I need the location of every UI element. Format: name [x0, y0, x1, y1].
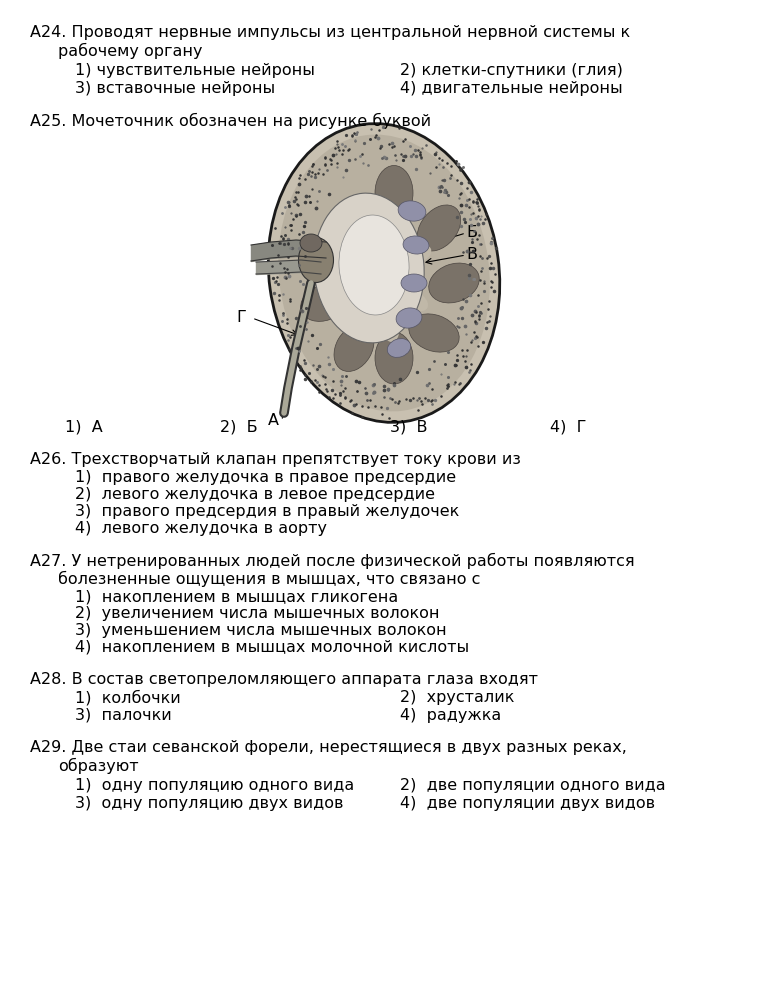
Text: 3) вставочные нейроны: 3) вставочные нейроны	[75, 81, 275, 96]
Text: А: А	[268, 413, 279, 428]
Ellipse shape	[336, 244, 366, 264]
Text: 3)  уменьшением числа мышечных волокон: 3) уменьшением числа мышечных волокон	[75, 623, 447, 638]
Ellipse shape	[268, 124, 500, 422]
Ellipse shape	[299, 237, 333, 282]
Text: 2)  левого желудочка в левое предсердие: 2) левого желудочка в левое предсердие	[75, 487, 435, 502]
Ellipse shape	[403, 236, 429, 254]
Text: 1)  одну популяцию одного вида: 1) одну популяцию одного вида	[75, 778, 354, 793]
Text: 4)  Г: 4) Г	[550, 420, 587, 435]
Text: 4)  две популяции двух видов: 4) две популяции двух видов	[400, 796, 655, 811]
Text: 3)  правого предсердия в правый желудочек: 3) правого предсердия в правый желудочек	[75, 504, 459, 519]
Text: 3)  одну популяцию двух видов: 3) одну популяцию двух видов	[75, 796, 343, 811]
Text: А24. Проводят нервные импульсы из центральной нервной системы к: А24. Проводят нервные импульсы из центра…	[30, 25, 630, 40]
Text: А27. У нетренированных людей после физической работы появляются: А27. У нетренированных людей после физич…	[30, 553, 634, 569]
Ellipse shape	[349, 302, 373, 328]
Ellipse shape	[387, 339, 411, 357]
Text: 1)  А: 1) А	[65, 420, 103, 435]
Ellipse shape	[409, 314, 459, 352]
Text: болезненные ощущения в мышцах, что связано с: болезненные ощущения в мышцах, что связа…	[58, 571, 480, 587]
Ellipse shape	[375, 332, 413, 384]
Text: 2)  две популяции одного вида: 2) две популяции одного вида	[400, 778, 666, 793]
Text: 2)  Б: 2) Б	[220, 420, 257, 435]
Ellipse shape	[381, 312, 399, 342]
Text: А29. Две стаи севанской форели, нерестящиеся в двух разных реках,: А29. Две стаи севанской форели, нерестящ…	[30, 740, 627, 755]
Ellipse shape	[401, 274, 427, 292]
Text: 2)  увеличением числа мышечных волокон: 2) увеличением числа мышечных волокон	[75, 606, 439, 621]
Text: А26. Трехстворчатый клапан препятствует току крови из: А26. Трехстворчатый клапан препятствует …	[30, 452, 521, 467]
Text: образуют: образуют	[58, 758, 139, 774]
Ellipse shape	[300, 285, 347, 321]
Text: А25. Мочеточник обозначен на рисунке буквой: А25. Мочеточник обозначен на рисунке бук…	[30, 113, 431, 129]
Text: 4) двигательные нейроны: 4) двигательные нейроны	[400, 81, 623, 96]
Ellipse shape	[417, 205, 461, 251]
Ellipse shape	[429, 263, 479, 303]
Ellipse shape	[314, 193, 424, 343]
Ellipse shape	[398, 201, 426, 221]
Text: 4)  накоплением в мышцах молочной кислоты: 4) накоплением в мышцах молочной кислоты	[75, 640, 469, 655]
Text: 4)  радужка: 4) радужка	[400, 708, 502, 723]
Ellipse shape	[402, 244, 432, 264]
Ellipse shape	[334, 325, 374, 371]
Ellipse shape	[396, 308, 422, 328]
Ellipse shape	[300, 234, 322, 252]
Ellipse shape	[386, 207, 406, 236]
Ellipse shape	[278, 135, 490, 411]
Ellipse shape	[339, 215, 409, 315]
Text: 3)  В: 3) В	[390, 420, 428, 435]
Text: А28. В состав светопреломляющего аппарата глаза входят: А28. В состав светопреломляющего аппарат…	[30, 672, 538, 687]
Text: 4)  левого желудочка в аорту: 4) левого желудочка в аорту	[75, 521, 327, 536]
Text: Б: Б	[466, 225, 477, 240]
Text: 2) клетки-спутники (глия): 2) клетки-спутники (глия)	[400, 63, 623, 78]
Text: 1) чувствительные нейроны: 1) чувствительные нейроны	[75, 63, 315, 78]
Text: 1)  накоплением в мышцах гликогена: 1) накоплением в мышцах гликогена	[75, 589, 399, 604]
Text: рабочему органу: рабочему органу	[58, 43, 203, 59]
Text: Г: Г	[236, 310, 246, 325]
Text: В: В	[466, 247, 477, 262]
Text: 3)  палочки: 3) палочки	[75, 708, 172, 723]
Text: 1)  колбочки: 1) колбочки	[75, 690, 180, 706]
Ellipse shape	[401, 290, 428, 311]
Text: 2)  хрусталик: 2) хрусталик	[400, 690, 515, 705]
Ellipse shape	[375, 165, 413, 221]
Text: 1)  правого желудочка в правое предсердие: 1) правого желудочка в правое предсердие	[75, 470, 456, 485]
